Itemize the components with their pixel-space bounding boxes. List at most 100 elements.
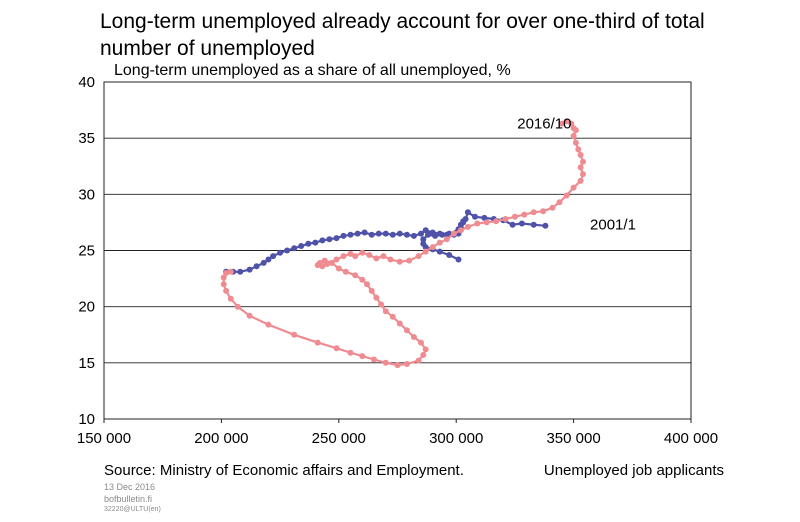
series-point (380, 253, 387, 260)
series-point (403, 231, 410, 238)
series-point (333, 345, 340, 352)
series-point (389, 231, 396, 238)
series-point (420, 352, 427, 358)
series-point (410, 232, 417, 239)
series-point (436, 248, 443, 255)
series-point (382, 359, 389, 366)
series-point (572, 127, 579, 134)
x-tick-label: 350 000 (546, 430, 600, 447)
y-tick-label: 20 (78, 299, 95, 316)
series-point (333, 256, 340, 263)
series-point (455, 256, 462, 263)
series-point (502, 216, 509, 222)
series-point (540, 208, 547, 215)
series-point (420, 236, 427, 243)
point-annotation: 2016/10 (517, 116, 571, 133)
series-point (340, 232, 347, 239)
series-point (246, 312, 253, 319)
series-point (298, 243, 305, 249)
series-point (220, 274, 227, 281)
series-point (403, 361, 410, 367)
series-point (572, 139, 579, 146)
series-point (443, 236, 450, 243)
series-point (253, 263, 260, 270)
series-point (347, 349, 354, 356)
series-point (234, 303, 241, 310)
series-point (464, 223, 471, 230)
y-tick-label: 30 (78, 186, 95, 203)
series-point (382, 308, 389, 315)
series-point (394, 362, 401, 369)
series-point (314, 339, 321, 346)
y-tick-label: 25 (78, 243, 95, 260)
source-note: Source: Ministry of Economic affairs and… (104, 462, 464, 479)
series-point (340, 253, 347, 260)
footer-code: 32220@ULTU(en) (104, 506, 161, 513)
series-point (577, 164, 584, 171)
series-point (375, 230, 382, 237)
series-point (483, 219, 490, 226)
series-point (422, 248, 429, 255)
series-point (284, 247, 291, 254)
series-point (333, 235, 340, 242)
series-point (223, 270, 230, 276)
series-point (460, 218, 467, 225)
x-tick-label: 150 000 (77, 430, 131, 447)
series-point (352, 272, 359, 279)
series-point (347, 231, 354, 238)
series-point (446, 252, 453, 258)
series-point (352, 253, 359, 260)
series-point (422, 346, 429, 353)
chart-subtitle: Long-term unemployed as a share of all u… (114, 62, 511, 79)
series-point (429, 244, 436, 251)
y-tick-label: 10 (78, 411, 95, 428)
series-point (317, 259, 323, 266)
x-tick-label: 400 000 (664, 430, 718, 447)
series-point (396, 320, 403, 327)
series-point (542, 222, 549, 229)
series-point (472, 213, 478, 220)
series-point (474, 220, 481, 227)
series-point (366, 252, 373, 258)
series-point (549, 204, 556, 211)
series-point (418, 230, 424, 237)
series-point (556, 199, 563, 206)
x-tick-label: 200 000 (194, 430, 248, 447)
series-point (415, 253, 422, 260)
series-point (265, 256, 272, 263)
x-tick-label: 300 000 (429, 430, 483, 447)
series-point (410, 334, 417, 340)
series-point (227, 268, 234, 275)
series-point (577, 152, 584, 158)
series-point (319, 237, 326, 244)
series-point (425, 231, 431, 238)
x-axis-title: Unemployed job applicants (543, 462, 724, 479)
series-point (305, 240, 312, 247)
series-point (568, 120, 575, 127)
series-point (382, 230, 389, 237)
series-point (378, 301, 385, 308)
series-point (403, 327, 410, 334)
series-point (530, 209, 537, 216)
series-point (368, 231, 375, 238)
series-point (347, 250, 354, 257)
series-point (570, 184, 577, 191)
series-point (277, 249, 284, 256)
series-point (342, 268, 349, 275)
series-point (373, 294, 380, 301)
series-point (575, 146, 582, 153)
series-point (422, 227, 429, 234)
series-point (326, 236, 333, 243)
series-point (509, 221, 516, 228)
series-point (260, 259, 267, 266)
series-point (415, 357, 422, 364)
series-point (354, 230, 361, 237)
series-point (521, 211, 528, 218)
series-point (580, 158, 586, 165)
chart-title: Long-term unemployed already account for… (100, 10, 705, 60)
series-point (418, 339, 424, 346)
series-point (432, 232, 439, 239)
series-point (291, 245, 298, 252)
series-point (493, 218, 500, 225)
series-point (563, 118, 570, 125)
